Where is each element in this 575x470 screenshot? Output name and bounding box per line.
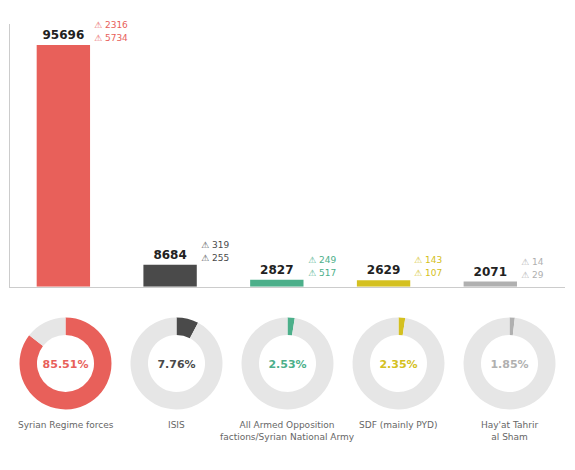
svg-text:95696: 95696 — [42, 28, 84, 42]
svg-text:Syrian Regime forces: Syrian Regime forces — [18, 420, 114, 430]
svg-text:⚠ 249: ⚠ 249 — [308, 255, 336, 265]
svg-text:⚠ 255: ⚠ 255 — [201, 253, 229, 263]
svg-text:Hay'at Tahriral Sham: Hay'at Tahriral Sham — [481, 420, 538, 442]
svg-text:⚠ 14: ⚠ 14 — [521, 257, 544, 267]
svg-text:SDF (mainly PYD): SDF (mainly PYD) — [359, 420, 438, 430]
svg-text:⚠ 517: ⚠ 517 — [308, 268, 336, 278]
svg-text:1.85%: 1.85% — [490, 358, 528, 371]
svg-text:All Armed Oppositionfactions/S: All Armed Oppositionfactions/Syrian Nati… — [220, 420, 355, 442]
svg-text:7.76%: 7.76% — [157, 358, 195, 371]
svg-text:⚠ 5734: ⚠ 5734 — [94, 33, 128, 43]
svg-text:⚠ 143: ⚠ 143 — [414, 255, 442, 265]
svg-text:⚠ 2316: ⚠ 2316 — [94, 20, 128, 30]
svg-text:2071: 2071 — [474, 265, 507, 279]
svg-text:⚠ 319: ⚠ 319 — [201, 240, 229, 250]
svg-text:2629: 2629 — [367, 263, 400, 277]
svg-text:2.53%: 2.53% — [268, 358, 306, 371]
svg-text:8684: 8684 — [153, 248, 186, 262]
svg-text:2827: 2827 — [260, 263, 293, 277]
svg-text:2.35%: 2.35% — [379, 358, 417, 371]
svg-text:⚠ 29: ⚠ 29 — [521, 270, 544, 280]
svg-text:85.51%: 85.51% — [43, 358, 89, 371]
svg-text:ISIS: ISIS — [168, 420, 185, 430]
svg-text:⚠ 107: ⚠ 107 — [414, 268, 442, 278]
